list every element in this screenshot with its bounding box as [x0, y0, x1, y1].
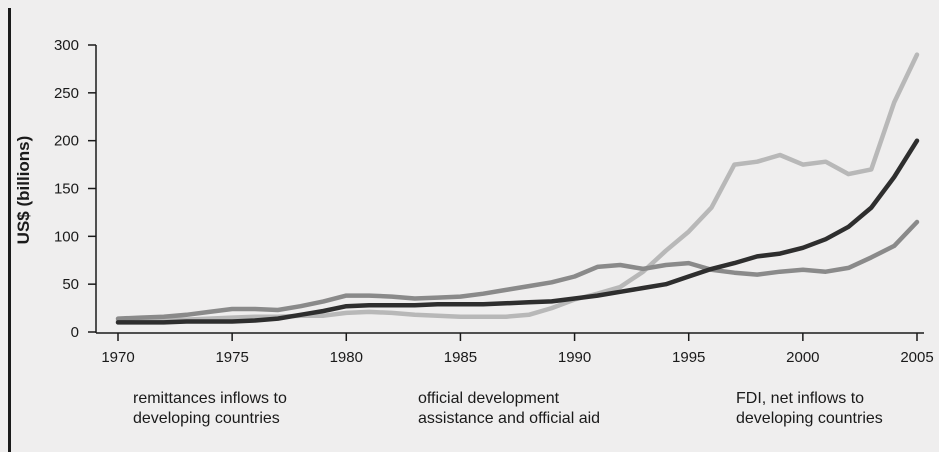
y-tick-label-150: 150 [54, 181, 79, 198]
series-line-2 [115, 52, 920, 323]
annotation-fdi: FDI, net inflows to developing countries [736, 389, 883, 429]
x-tick-label-1970: 1970 [101, 349, 134, 366]
left-border-rule [8, 8, 11, 452]
y-tick-label-300: 300 [54, 37, 79, 54]
y-tick-label-0: 0 [71, 324, 79, 341]
annotation-remittances-line2: developing countries [133, 410, 280, 427]
annotation-fdi-line1: FDI, net inflows to [736, 390, 865, 407]
x-tick-label-1980: 1980 [330, 349, 363, 366]
annotation-remittances: remittances inflows to developing countr… [133, 389, 287, 429]
annotation-oda: official development assistance and offi… [418, 389, 600, 429]
x-tick-label-2005: 2005 [900, 349, 933, 366]
annotation-oda-line2: assistance and official aid [418, 410, 601, 427]
x-tick-label-1995: 1995 [672, 349, 705, 366]
series-line-0 [115, 138, 920, 325]
y-tick-label-200: 200 [54, 133, 79, 150]
x-tick-label-1990: 1990 [558, 349, 591, 366]
series-line-1 [115, 219, 920, 321]
y-tick-label-250: 250 [54, 85, 79, 102]
x-tick-label-1975: 1975 [215, 349, 248, 366]
y-tick-label-100: 100 [54, 228, 79, 245]
x-tick-label-2000: 2000 [786, 349, 819, 366]
annotation-remittances-line1: remittances inflows to [133, 390, 287, 407]
annotation-fdi-line2: developing countries [736, 410, 883, 427]
annotation-oda-line1: official development [418, 390, 560, 407]
y-axis-label: US$ (billions) [14, 135, 33, 245]
x-tick-label-1985: 1985 [444, 349, 477, 366]
y-tick-label-50: 50 [62, 276, 79, 293]
